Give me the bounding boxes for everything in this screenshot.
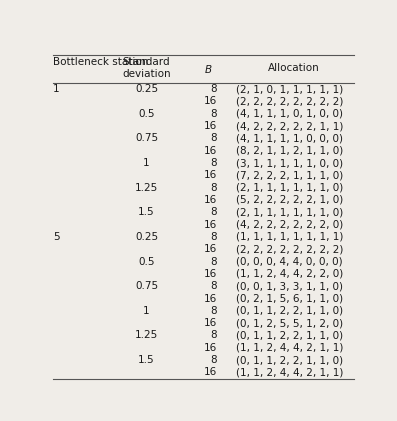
- Text: 0.75: 0.75: [135, 281, 158, 291]
- Text: (5, 2, 2, 2, 2, 2, 1, 0): (5, 2, 2, 2, 2, 2, 1, 0): [236, 195, 343, 205]
- Text: (0, 1, 2, 5, 5, 1, 2, 0): (0, 1, 2, 5, 5, 1, 2, 0): [236, 318, 343, 328]
- Text: 8: 8: [211, 183, 217, 193]
- Text: Standard
deviation: Standard deviation: [122, 57, 171, 79]
- Text: (0, 1, 1, 2, 2, 1, 1, 0): (0, 1, 1, 2, 2, 1, 1, 0): [236, 330, 343, 341]
- Text: 8: 8: [211, 281, 217, 291]
- Text: 5: 5: [53, 232, 59, 242]
- Text: (0, 0, 0, 4, 4, 0, 0, 0): (0, 0, 0, 4, 4, 0, 0, 0): [236, 256, 342, 266]
- Text: (4, 1, 1, 1, 0, 1, 0, 0): (4, 1, 1, 1, 0, 1, 0, 0): [236, 109, 343, 119]
- Text: 0.25: 0.25: [135, 232, 158, 242]
- Text: 1.25: 1.25: [135, 330, 158, 341]
- Text: 8: 8: [211, 355, 217, 365]
- Text: (8, 2, 1, 1, 2, 1, 1, 0): (8, 2, 1, 1, 2, 1, 1, 0): [236, 146, 343, 156]
- Text: 8: 8: [211, 306, 217, 316]
- Text: 16: 16: [204, 146, 217, 156]
- Text: 0.5: 0.5: [138, 109, 155, 119]
- Text: (0, 1, 1, 2, 2, 1, 1, 0): (0, 1, 1, 2, 2, 1, 1, 0): [236, 306, 343, 316]
- Text: (3, 1, 1, 1, 1, 1, 0, 0): (3, 1, 1, 1, 1, 1, 0, 0): [236, 158, 343, 168]
- Text: (2, 1, 0, 1, 1, 1, 1, 1): (2, 1, 0, 1, 1, 1, 1, 1): [236, 84, 343, 94]
- Text: 16: 16: [204, 220, 217, 229]
- Text: Allocation: Allocation: [268, 64, 319, 74]
- Text: (1, 1, 2, 4, 4, 2, 1, 1): (1, 1, 2, 4, 4, 2, 1, 1): [236, 368, 343, 377]
- Text: 16: 16: [204, 343, 217, 353]
- Text: 8: 8: [211, 84, 217, 94]
- Text: (2, 1, 1, 1, 1, 1, 1, 0): (2, 1, 1, 1, 1, 1, 1, 0): [236, 207, 343, 217]
- Text: (2, 1, 1, 1, 1, 1, 1, 0): (2, 1, 1, 1, 1, 1, 1, 0): [236, 183, 343, 193]
- Text: $B$: $B$: [204, 64, 212, 75]
- Text: 16: 16: [204, 269, 217, 279]
- Text: 1: 1: [53, 84, 59, 94]
- Text: (4, 1, 1, 1, 1, 0, 0, 0): (4, 1, 1, 1, 1, 0, 0, 0): [236, 133, 343, 144]
- Text: 8: 8: [211, 158, 217, 168]
- Text: 8: 8: [211, 109, 217, 119]
- Text: 16: 16: [204, 121, 217, 131]
- Text: 1.5: 1.5: [138, 207, 155, 217]
- Text: 16: 16: [204, 368, 217, 377]
- Text: (7, 2, 2, 2, 1, 1, 1, 0): (7, 2, 2, 2, 1, 1, 1, 0): [236, 171, 343, 180]
- Text: 8: 8: [211, 256, 217, 266]
- Text: 8: 8: [211, 232, 217, 242]
- Text: 16: 16: [204, 96, 217, 107]
- Text: (1, 1, 1, 1, 1, 1, 1, 1): (1, 1, 1, 1, 1, 1, 1, 1): [236, 232, 343, 242]
- Text: 0.5: 0.5: [138, 256, 155, 266]
- Text: (2, 2, 2, 2, 2, 2, 2, 2): (2, 2, 2, 2, 2, 2, 2, 2): [236, 244, 343, 254]
- Text: 16: 16: [204, 318, 217, 328]
- Text: (1, 1, 2, 4, 4, 2, 1, 1): (1, 1, 2, 4, 4, 2, 1, 1): [236, 343, 343, 353]
- Text: 0.25: 0.25: [135, 84, 158, 94]
- Text: 1: 1: [143, 158, 150, 168]
- Text: (0, 1, 1, 2, 2, 1, 1, 0): (0, 1, 1, 2, 2, 1, 1, 0): [236, 355, 343, 365]
- Text: 16: 16: [204, 244, 217, 254]
- Text: (4, 2, 2, 2, 2, 2, 2, 0): (4, 2, 2, 2, 2, 2, 2, 0): [236, 220, 343, 229]
- Text: 16: 16: [204, 293, 217, 304]
- Text: 16: 16: [204, 195, 217, 205]
- Text: 1.5: 1.5: [138, 355, 155, 365]
- Text: 1: 1: [143, 306, 150, 316]
- Text: (2, 2, 2, 2, 2, 2, 2, 2): (2, 2, 2, 2, 2, 2, 2, 2): [236, 96, 343, 107]
- Text: 16: 16: [204, 171, 217, 180]
- Text: 0.75: 0.75: [135, 133, 158, 144]
- Text: (0, 2, 1, 5, 6, 1, 1, 0): (0, 2, 1, 5, 6, 1, 1, 0): [236, 293, 343, 304]
- Text: (0, 0, 1, 3, 3, 1, 1, 0): (0, 0, 1, 3, 3, 1, 1, 0): [236, 281, 343, 291]
- Text: (1, 1, 2, 4, 4, 2, 2, 0): (1, 1, 2, 4, 4, 2, 2, 0): [236, 269, 343, 279]
- Text: 1.25: 1.25: [135, 183, 158, 193]
- Text: 8: 8: [211, 330, 217, 341]
- Text: 8: 8: [211, 133, 217, 144]
- Text: 8: 8: [211, 207, 217, 217]
- Text: (4, 2, 2, 2, 2, 2, 1, 1): (4, 2, 2, 2, 2, 2, 1, 1): [236, 121, 343, 131]
- Text: Bottleneck station: Bottleneck station: [53, 57, 148, 67]
